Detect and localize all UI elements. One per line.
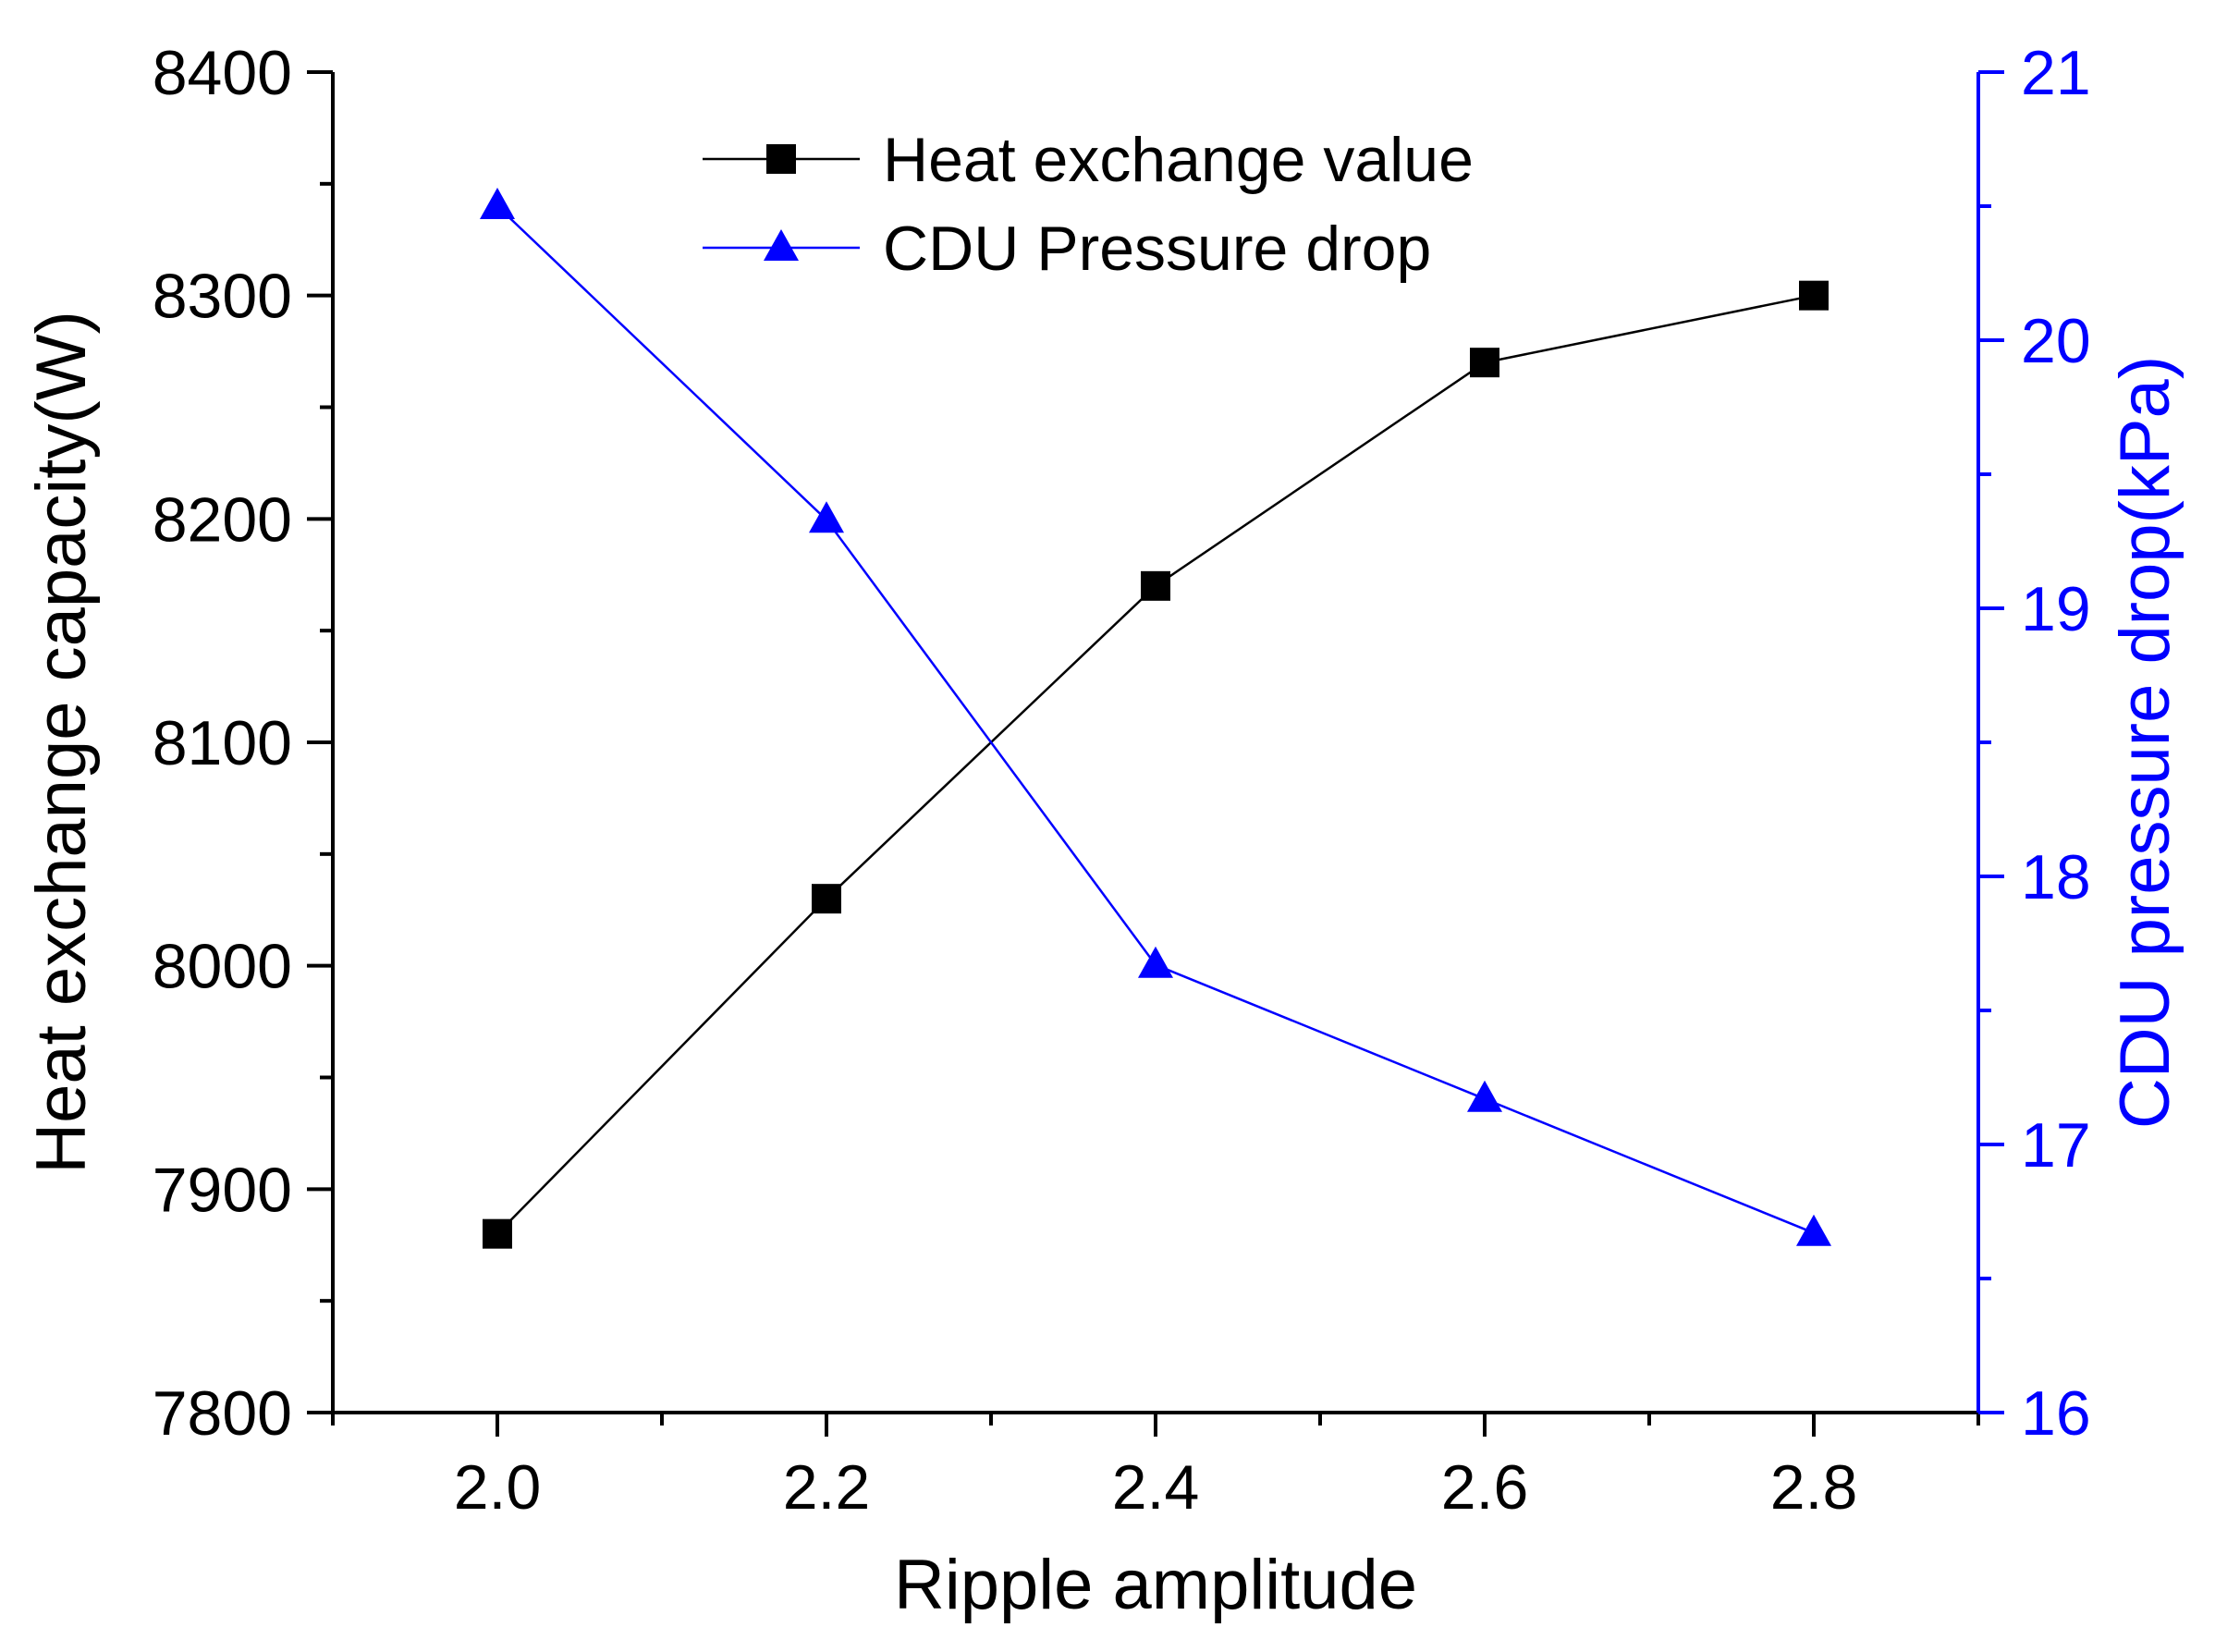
left-y-tick-label: 8100 (153, 708, 292, 778)
legend: Heat exchange value CDU Pressure drop (703, 125, 1474, 284)
x-tick-label: 2.2 (783, 1452, 871, 1523)
right-y-tick-label: 17 (2021, 1110, 2091, 1181)
right-y-tick-label: 19 (2021, 574, 2091, 644)
pressure-drop-point (809, 501, 844, 533)
heat-exchange-point (483, 1218, 512, 1249)
axes: 2.0 2.2 2.4 2.6 2.8 7800 7900 8000 8100 8200 8300 8… (153, 38, 2091, 1523)
right-y-tick-label: 18 (2021, 842, 2091, 912)
right-y-tick-label: 21 (2021, 38, 2091, 108)
left-y-axis-title: Heat exchange capacity(W) (22, 311, 101, 1174)
left-y-tick-label: 8400 (153, 38, 292, 108)
pressure-drop-point (1467, 1080, 1502, 1112)
left-y-tick-label: 8300 (153, 262, 292, 332)
heat-exchange-point (1799, 280, 1829, 311)
x-tick-label: 2.8 (1770, 1452, 1858, 1523)
legend-label: Heat exchange value (883, 125, 1474, 195)
series-line-pressure-drop (496, 205, 1815, 1234)
pressure-drop-point (1796, 1214, 1831, 1246)
series-line-heat-exchange (496, 294, 1815, 1235)
right-y-axis-title: CDU pressure drop(kPa) (2106, 356, 2184, 1129)
pressure-drop-point (480, 188, 515, 219)
left-y-tick-label: 7900 (153, 1155, 292, 1225)
x-tick-label: 2.6 (1441, 1452, 1529, 1523)
legend-label: CDU Pressure drop (883, 214, 1431, 284)
legend-square-marker (766, 144, 796, 174)
right-y-tick-label: 20 (2021, 306, 2091, 376)
heat-exchange-point (812, 884, 841, 914)
x-tick-label: 2.4 (1112, 1452, 1200, 1523)
right-y-tick-label: 16 (2021, 1378, 2091, 1449)
series-markers (480, 188, 1831, 1249)
heat-exchange-point (1470, 348, 1499, 378)
left-y-tick-label: 7800 (153, 1378, 292, 1449)
pressure-drop-point (1138, 946, 1173, 978)
left-y-tick-label: 8000 (153, 932, 292, 1002)
legend-triangle-marker (764, 229, 799, 261)
x-tick-label: 2.0 (454, 1452, 542, 1523)
heat-exchange-point (1141, 570, 1170, 601)
x-axis-title: Ripple amplitude (894, 1546, 1417, 1624)
left-y-tick-label: 8200 (153, 484, 292, 555)
series-lines (496, 205, 1815, 1235)
